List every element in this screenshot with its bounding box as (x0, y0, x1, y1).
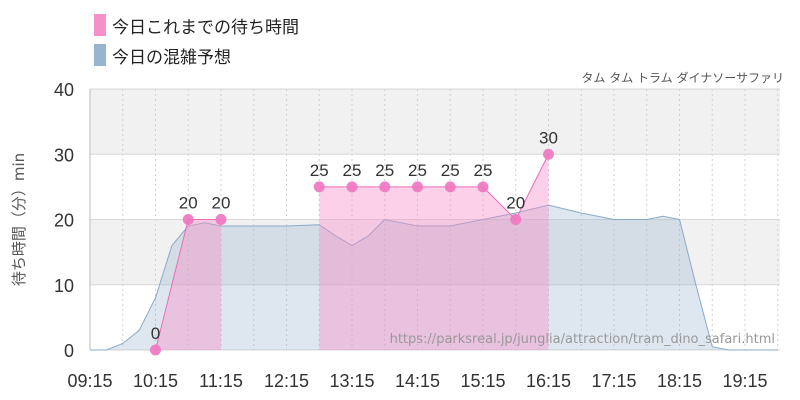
legend-item-forecast[interactable]: 今日の混雑予想 (94, 44, 299, 68)
series-forecast-area (90, 205, 778, 350)
data-label: 25 (408, 161, 427, 180)
data-label: 25 (375, 161, 394, 180)
data-point (412, 181, 423, 193)
legend-swatch-forecast (94, 44, 106, 66)
data-point (510, 214, 522, 225)
data-point (215, 214, 227, 225)
x-tick-label: 18:15 (657, 371, 702, 391)
x-tick-label: 19:15 (722, 371, 767, 391)
x-tick-label: 10:15 (133, 371, 178, 391)
x-tick-label: 15:15 (460, 371, 505, 391)
data-point (150, 344, 161, 356)
y-tick-label: 0 (64, 341, 74, 361)
data-label: 20 (506, 194, 525, 213)
legend: 今日これまでの待ち時間 今日の混雑予想 (94, 14, 299, 74)
legend-label-forecast: 今日の混雑予想 (112, 47, 231, 68)
y-tick-label: 30 (54, 145, 74, 165)
data-label: 25 (343, 161, 362, 180)
legend-swatch-actual (94, 14, 106, 36)
data-label: 30 (539, 128, 558, 147)
x-tick-label: 13:15 (329, 371, 374, 391)
series-forecast-line (90, 204, 778, 351)
data-label: 20 (212, 194, 231, 213)
grid-band (90, 89, 780, 155)
y-tick-label: 20 (54, 211, 74, 231)
data-point (313, 181, 325, 193)
data-point (182, 214, 194, 225)
data-label: 25 (441, 161, 460, 180)
data-point (543, 148, 554, 160)
x-tick-label: 17:15 (591, 371, 636, 391)
source-url: https://parksreal.jp/junglia/attraction/… (390, 332, 775, 347)
attraction-name: タム タム トラム ダイナソーサファリ (581, 71, 784, 85)
series-actual-area (319, 154, 549, 350)
legend-item-actual[interactable]: 今日これまでの待ち時間 (94, 14, 299, 38)
x-tick-label: 14:15 (395, 371, 440, 391)
grid-band (90, 219, 780, 285)
x-tick-label: 11:15 (199, 371, 243, 391)
data-label: 25 (310, 161, 329, 180)
series-actual-area (155, 219, 221, 350)
y-axis-label: 待ち時間（分）min (10, 153, 28, 286)
data-point (379, 181, 391, 193)
x-tick-label: 09:15 (67, 371, 112, 391)
data-point (477, 181, 489, 193)
x-tick-label: 16:15 (526, 371, 571, 391)
data-point (346, 181, 358, 193)
data-label: 0 (151, 324, 160, 343)
data-label: 25 (474, 161, 493, 180)
x-tick-label: 12:15 (264, 371, 309, 391)
y-tick-label: 10 (54, 276, 74, 296)
data-point (444, 181, 456, 193)
y-tick-label: 40 (54, 80, 74, 100)
legend-label-actual: 今日これまでの待ち時間 (112, 17, 299, 38)
data-label: 20 (179, 194, 198, 213)
